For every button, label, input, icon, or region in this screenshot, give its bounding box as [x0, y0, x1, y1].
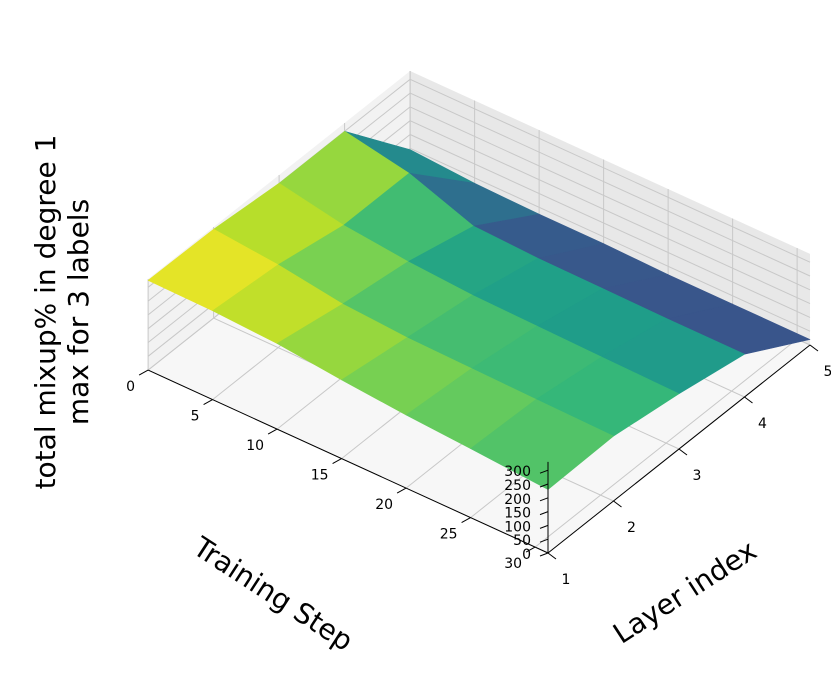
x-tick: [744, 396, 753, 404]
y-tick-label: 15: [311, 468, 329, 484]
gridline-z: [409, 134, 811, 318]
y-axis-line: [147, 369, 549, 554]
y-tick-label: 0: [126, 379, 135, 395]
gridline-y: [534, 338, 798, 548]
y-tick-label: 30: [504, 556, 522, 572]
z-tick-label: 250: [504, 478, 531, 494]
x-tick-label: 4: [758, 416, 767, 432]
z-tick: [539, 538, 549, 543]
gridline-z: [409, 147, 811, 332]
y-tick: [267, 428, 278, 435]
z-tick-label: 50: [513, 533, 531, 549]
y-tick-label: 10: [246, 438, 264, 454]
z-axis-label-line1: total mixup% in degree 1: [29, 135, 62, 490]
x-tick-label: 5: [824, 364, 831, 380]
z-axis-label-line2: max for 3 labels: [62, 199, 95, 425]
y-tick-label: 20: [375, 497, 393, 513]
y-tick: [396, 487, 407, 494]
y-tick: [203, 399, 213, 406]
z-tick: [539, 524, 549, 529]
z-tick-label: 200: [504, 492, 531, 508]
z-tick-label: 150: [504, 506, 531, 522]
x-tick: [547, 552, 557, 560]
z-tick-label: 0: [522, 547, 531, 563]
z-tick: [539, 511, 549, 516]
axis-lines: [138, 344, 819, 560]
z-tick-label: 100: [504, 519, 531, 535]
z-tick: [539, 469, 549, 474]
x-tick-label: 2: [627, 520, 636, 536]
surface-plot: [147, 131, 811, 490]
gridline-z: [409, 106, 811, 291]
y-tick: [461, 517, 471, 524]
x-tick-label: 1: [562, 572, 571, 588]
y-tick: [138, 369, 149, 376]
y-tick-label: 5: [191, 409, 200, 425]
gridline-z: [409, 92, 811, 277]
z-tick: [539, 497, 549, 502]
x-tick: [809, 344, 819, 352]
y-axis-label: Training Step: [187, 530, 359, 658]
x-tick: [613, 500, 622, 508]
gridline-z: [409, 120, 811, 305]
gridline-z: [409, 78, 811, 263]
side-pane: [410, 71, 810, 345]
z-tick: [539, 483, 549, 488]
y-tick: [525, 546, 536, 553]
x-tick: [678, 448, 688, 456]
surface-patch: [470, 399, 614, 490]
y-tick: [332, 458, 342, 465]
x-axis-label: Layer index: [607, 534, 762, 651]
y-tick-label: 25: [440, 527, 458, 543]
z-tick: [539, 552, 549, 557]
x-tick-label: 3: [693, 468, 702, 484]
z-tick-label: 300: [504, 464, 531, 480]
